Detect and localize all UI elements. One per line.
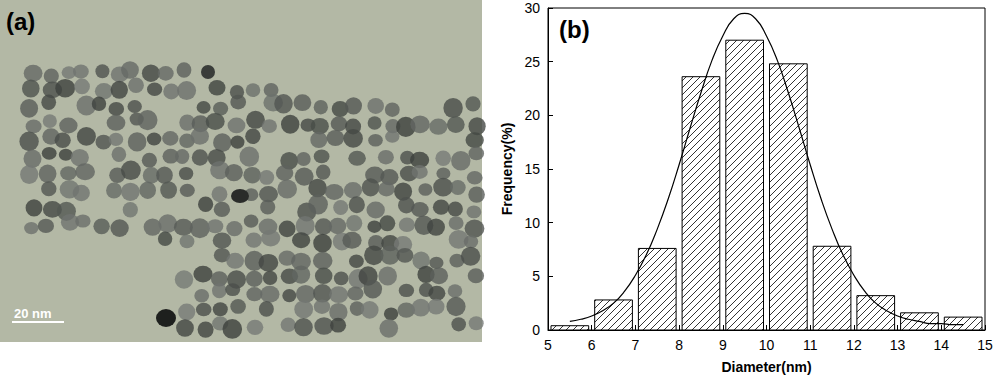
svg-text:5: 5 xyxy=(532,268,540,284)
svg-text:7: 7 xyxy=(632,337,640,353)
svg-text:25: 25 xyxy=(524,54,540,70)
svg-text:5: 5 xyxy=(544,337,552,353)
svg-text:15: 15 xyxy=(977,337,993,353)
svg-text:20: 20 xyxy=(524,107,540,123)
svg-text:20 nm: 20 nm xyxy=(14,306,52,321)
svg-text:8: 8 xyxy=(675,337,683,353)
svg-text:Frequency(%): Frequency(%) xyxy=(499,123,515,216)
svg-text:9: 9 xyxy=(719,337,727,353)
svg-text:12: 12 xyxy=(846,337,862,353)
svg-text:Diameter(nm): Diameter(nm) xyxy=(721,359,811,375)
svg-text:10: 10 xyxy=(524,215,540,231)
svg-text:30: 30 xyxy=(524,0,540,16)
svg-text:6: 6 xyxy=(588,337,596,353)
svg-text:15: 15 xyxy=(524,161,540,177)
svg-text:13: 13 xyxy=(890,337,906,353)
svg-text:0: 0 xyxy=(532,322,540,338)
svg-text:(b): (b) xyxy=(559,16,590,43)
svg-text:(a): (a) xyxy=(6,8,35,35)
svg-text:14: 14 xyxy=(934,337,950,353)
svg-text:10: 10 xyxy=(759,337,775,353)
svg-text:11: 11 xyxy=(803,337,818,353)
